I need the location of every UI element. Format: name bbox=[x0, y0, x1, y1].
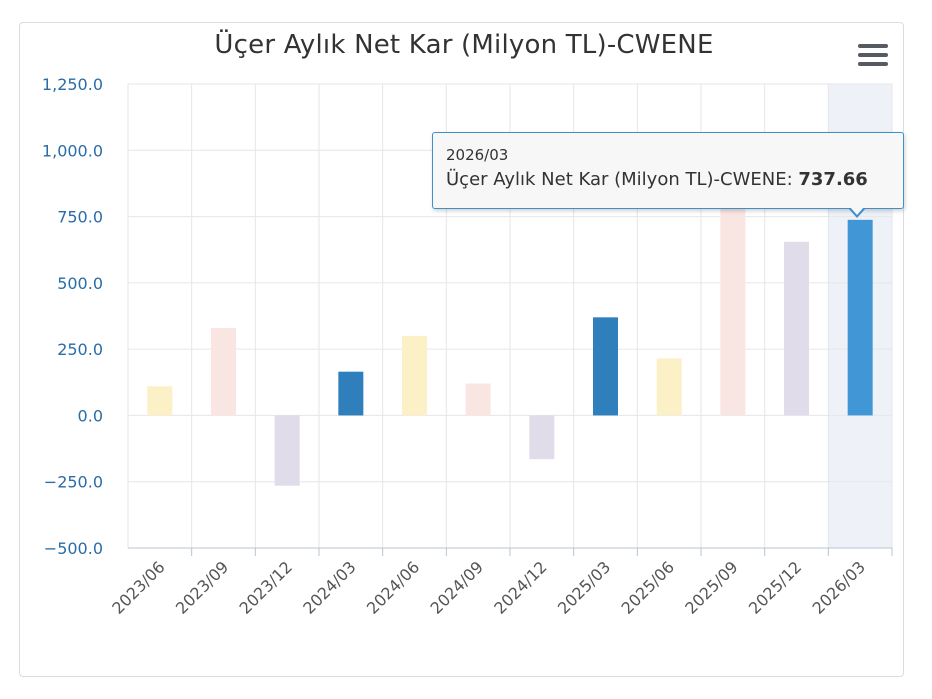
bar bbox=[147, 386, 173, 416]
hamburger-menu-icon[interactable] bbox=[858, 44, 888, 70]
bar bbox=[211, 327, 236, 416]
bar bbox=[465, 383, 491, 416]
y-tick-label: 1,250.0 bbox=[42, 75, 103, 94]
y-tick-label: 500.0 bbox=[57, 274, 103, 293]
bar bbox=[274, 415, 300, 486]
x-tick-label: 2026/03 bbox=[809, 557, 869, 617]
tooltip: 2026/03 Üçer Aylık Net Kar (Milyon TL)-C… bbox=[432, 132, 904, 209]
x-tick-label: 2025/09 bbox=[681, 557, 741, 617]
y-tick-label: −250.0 bbox=[44, 473, 103, 492]
x-tick-label: 2024/03 bbox=[299, 557, 359, 617]
bar bbox=[529, 415, 555, 460]
y-tick-label: 750.0 bbox=[57, 208, 103, 227]
tooltip-series-label: Üçer Aylık Net Kar (Milyon TL)-CWENE: bbox=[446, 169, 799, 190]
bar bbox=[402, 335, 427, 416]
x-tick-label: 2025/06 bbox=[618, 557, 678, 617]
bar bbox=[847, 219, 873, 416]
x-tick-label: 2023/06 bbox=[108, 557, 168, 617]
chart-title: Üçer Aylık Net Kar (Milyon TL)-CWENE bbox=[214, 30, 714, 60]
x-tick-label: 2024/09 bbox=[427, 557, 487, 617]
bar bbox=[784, 241, 809, 416]
bar bbox=[593, 317, 618, 416]
y-tick-label: 1,000.0 bbox=[42, 141, 103, 160]
x-tick-label: 2025/12 bbox=[745, 557, 805, 617]
x-tick-label: 2023/12 bbox=[236, 557, 296, 617]
x-tick-label: 2024/06 bbox=[363, 557, 423, 617]
y-tick-label: 0.0 bbox=[78, 406, 103, 425]
tooltip-value: 737.66 bbox=[798, 169, 868, 190]
tooltip-header: 2026/03 bbox=[446, 146, 509, 164]
y-tick-label: 250.0 bbox=[57, 340, 103, 359]
bar bbox=[656, 358, 682, 416]
tooltip-arrow-inner bbox=[850, 207, 864, 215]
x-tick-label: 2025/03 bbox=[554, 557, 614, 617]
x-tick-label: 2023/09 bbox=[172, 557, 232, 617]
bar bbox=[338, 371, 364, 416]
x-tick-label: 2024/12 bbox=[490, 557, 550, 617]
y-tick-label: −500.0 bbox=[44, 539, 103, 558]
tooltip-line: Üçer Aylık Net Kar (Milyon TL)-CWENE: 73… bbox=[446, 169, 868, 190]
